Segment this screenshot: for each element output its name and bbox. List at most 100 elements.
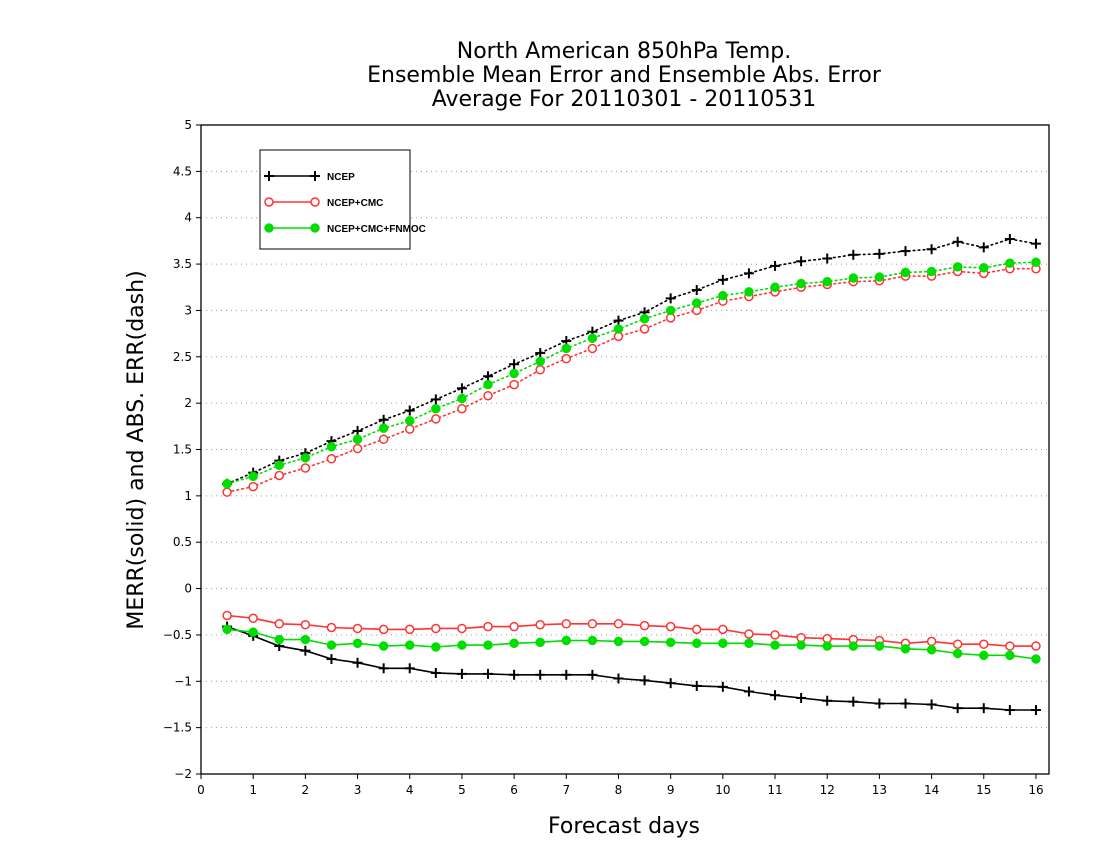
- x-tick-label: 10: [715, 783, 730, 797]
- abs-err-point-ncep-cmc: [561, 353, 572, 364]
- mean-err-point-ncep-cmc-fnmoc: [248, 627, 258, 637]
- mean-err-point-ncep-cmc: [926, 636, 937, 647]
- mean-err-point-ncep: [770, 690, 781, 701]
- mean-err-point-ncep: [978, 703, 989, 714]
- mean-err-point-ncep: [900, 698, 911, 709]
- x-tick-label: 14: [924, 783, 939, 797]
- abs-err-point-ncep-cmc-fnmoc: [796, 278, 806, 289]
- abs-err-point-ncep-cmc-fnmoc: [1005, 258, 1015, 268]
- mean-err-point-ncep-cmc-fnmoc: [431, 642, 441, 652]
- mean-err-point-ncep-cmc: [274, 619, 285, 629]
- abs-err-point-ncep-cmc: [248, 481, 258, 492]
- y-tick-label: 3: [184, 303, 192, 317]
- abs-err-point-ncep-cmc-fnmoc: [770, 282, 780, 292]
- abs-err-point-ncep-cmc-fnmoc: [952, 262, 963, 272]
- abs-err-line-ncep: [226, 238, 1037, 485]
- abs-err-point-ncep: [796, 256, 807, 267]
- mean-err-point-ncep-cmc-fnmoc: [274, 634, 285, 645]
- abs-err-point-ncep-cmc-fnmoc: [509, 368, 519, 379]
- mean-err-point-ncep: [691, 680, 702, 691]
- abs-err-point-ncep-cmc-fnmoc: [1031, 257, 1041, 267]
- abs-err-point-ncep: [352, 425, 363, 436]
- mean-err-point-ncep: [535, 669, 546, 680]
- legend-marker-ncep-cmc: [264, 197, 274, 207]
- mean-err-point-ncep: [926, 699, 937, 710]
- mean-err-point-ncep-cmc: [639, 620, 650, 631]
- abs-err-point-ncep-cmc: [535, 365, 545, 375]
- axis-ticks: 54.543.532.521.510.50−0.5−1−1.5−20 1 2 3 4 5 6…: [163, 118, 1044, 797]
- abs-err-point-ncep: [717, 274, 728, 285]
- mean-err-point-ncep-cmc: [457, 623, 467, 634]
- abs-err-point-ncep-cmc-fnmoc: [848, 273, 859, 283]
- mean-err-point-ncep-cmc: [222, 610, 232, 621]
- x-tick-label: 15: [976, 783, 991, 797]
- abs-err-point-ncep: [770, 260, 781, 271]
- mean-err-point-ncep-cmc: [378, 624, 389, 635]
- abs-err-point-ncep-cmc: [404, 424, 415, 434]
- legend-label-ncep: NCEP: [327, 172, 355, 183]
- y-tick-label: 1: [184, 489, 192, 503]
- y-tick-label: −1.5: [163, 721, 192, 735]
- abs-err-point-ncep: [665, 293, 676, 304]
- mean-err-point-ncep: [561, 669, 572, 680]
- x-tick-label: 4: [406, 783, 414, 797]
- abs-err-point-ncep-cmc-fnmoc: [665, 305, 676, 316]
- mean-err-point-ncep-cmc: [692, 624, 702, 635]
- mean-err-point-ncep: [796, 692, 807, 703]
- mean-err-point-ncep-cmc: [587, 619, 598, 629]
- abs-err-point-ncep-cmc-fnmoc: [639, 314, 650, 324]
- mean-err-point-ncep: [822, 695, 833, 706]
- mean-err-point-ncep-cmc-fnmoc: [326, 640, 337, 650]
- abs-err-point-ncep: [952, 236, 963, 247]
- legend-marker-ncep-cmc-fnmoc: [264, 223, 274, 233]
- x-tick-label: 5: [458, 783, 466, 797]
- mean-err-point-ncep-cmc: [665, 621, 676, 632]
- abs-err-point-ncep-cmc-fnmoc: [535, 356, 545, 367]
- mean-err-point-ncep-cmc-fnmoc: [457, 640, 467, 650]
- mean-err-point-ncep-cmc: [300, 619, 311, 630]
- abs-err-point-ncep: [1030, 238, 1041, 249]
- x-axis-label: Forecast days: [548, 814, 700, 839]
- mean-err-point-ncep-cmc: [431, 623, 441, 634]
- abs-err-point-ncep-cmc-fnmoc: [561, 343, 572, 354]
- abs-err-point-ncep-cmc-fnmoc: [457, 393, 467, 404]
- abs-err-point-ncep-cmc: [378, 434, 389, 445]
- abs-err-point-ncep-cmc-fnmoc: [378, 423, 389, 433]
- mean-err-point-ncep-cmc-fnmoc: [900, 644, 911, 654]
- mean-err-point-ncep-cmc: [613, 619, 624, 629]
- mean-err-point-ncep-cmc-fnmoc: [1005, 650, 1015, 661]
- mean-err-point-ncep-cmc-fnmoc: [535, 637, 545, 648]
- abs-err-point-ncep-cmc-fnmoc: [483, 379, 493, 390]
- mean-err-point-ncep: [483, 668, 494, 679]
- x-tick-label: 3: [354, 783, 362, 797]
- abs-err-point-ncep-cmc: [222, 487, 232, 497]
- mean-err-point-ncep: [1004, 705, 1015, 716]
- x-tick-label: 16: [1028, 783, 1043, 797]
- mean-err-point-ncep: [639, 675, 650, 686]
- mean-err-point-ncep-cmc-fnmoc: [718, 638, 728, 649]
- mean-err-point-ncep: [404, 663, 415, 674]
- abs-err-point-ncep-cmc-fnmoc: [300, 453, 311, 463]
- mean-err-point-ncep: [509, 669, 520, 680]
- mean-err-point-ncep: [430, 667, 441, 678]
- y-tick-label: 0: [184, 582, 192, 596]
- abs-err-point-ncep: [743, 268, 754, 279]
- abs-err-point-ncep: [978, 242, 989, 253]
- mean-err-point-ncep-cmc-fnmoc: [483, 640, 493, 650]
- abs-err-point-ncep-cmc: [300, 463, 311, 473]
- abs-err-point-ncep: [535, 348, 546, 359]
- mean-err-point-ncep-cmc: [744, 629, 754, 639]
- abs-err-point-ncep-cmc-fnmoc: [222, 479, 232, 489]
- abs-err-point-ncep: [1004, 234, 1015, 245]
- mean-err-point-ncep-cmc: [770, 630, 780, 640]
- legend-entries: NCEP NCEP+CMC NCEP+CMC+FNMOC: [264, 171, 426, 235]
- abs-err-point-ncep-cmc-fnmoc: [822, 276, 832, 287]
- y-tick-label: −2: [174, 767, 192, 781]
- mean-err-point-ncep: [665, 678, 676, 689]
- mean-err-point-ncep-cmc-fnmoc: [692, 638, 702, 649]
- mean-err-point-ncep-cmc-fnmoc: [952, 648, 963, 659]
- mean-err-point-ncep-cmc-fnmoc: [352, 638, 363, 649]
- legend-label-ncep-cmc-fnmoc: NCEP+CMC+FNMOC: [327, 224, 426, 235]
- abs-err-point-ncep: [900, 246, 911, 257]
